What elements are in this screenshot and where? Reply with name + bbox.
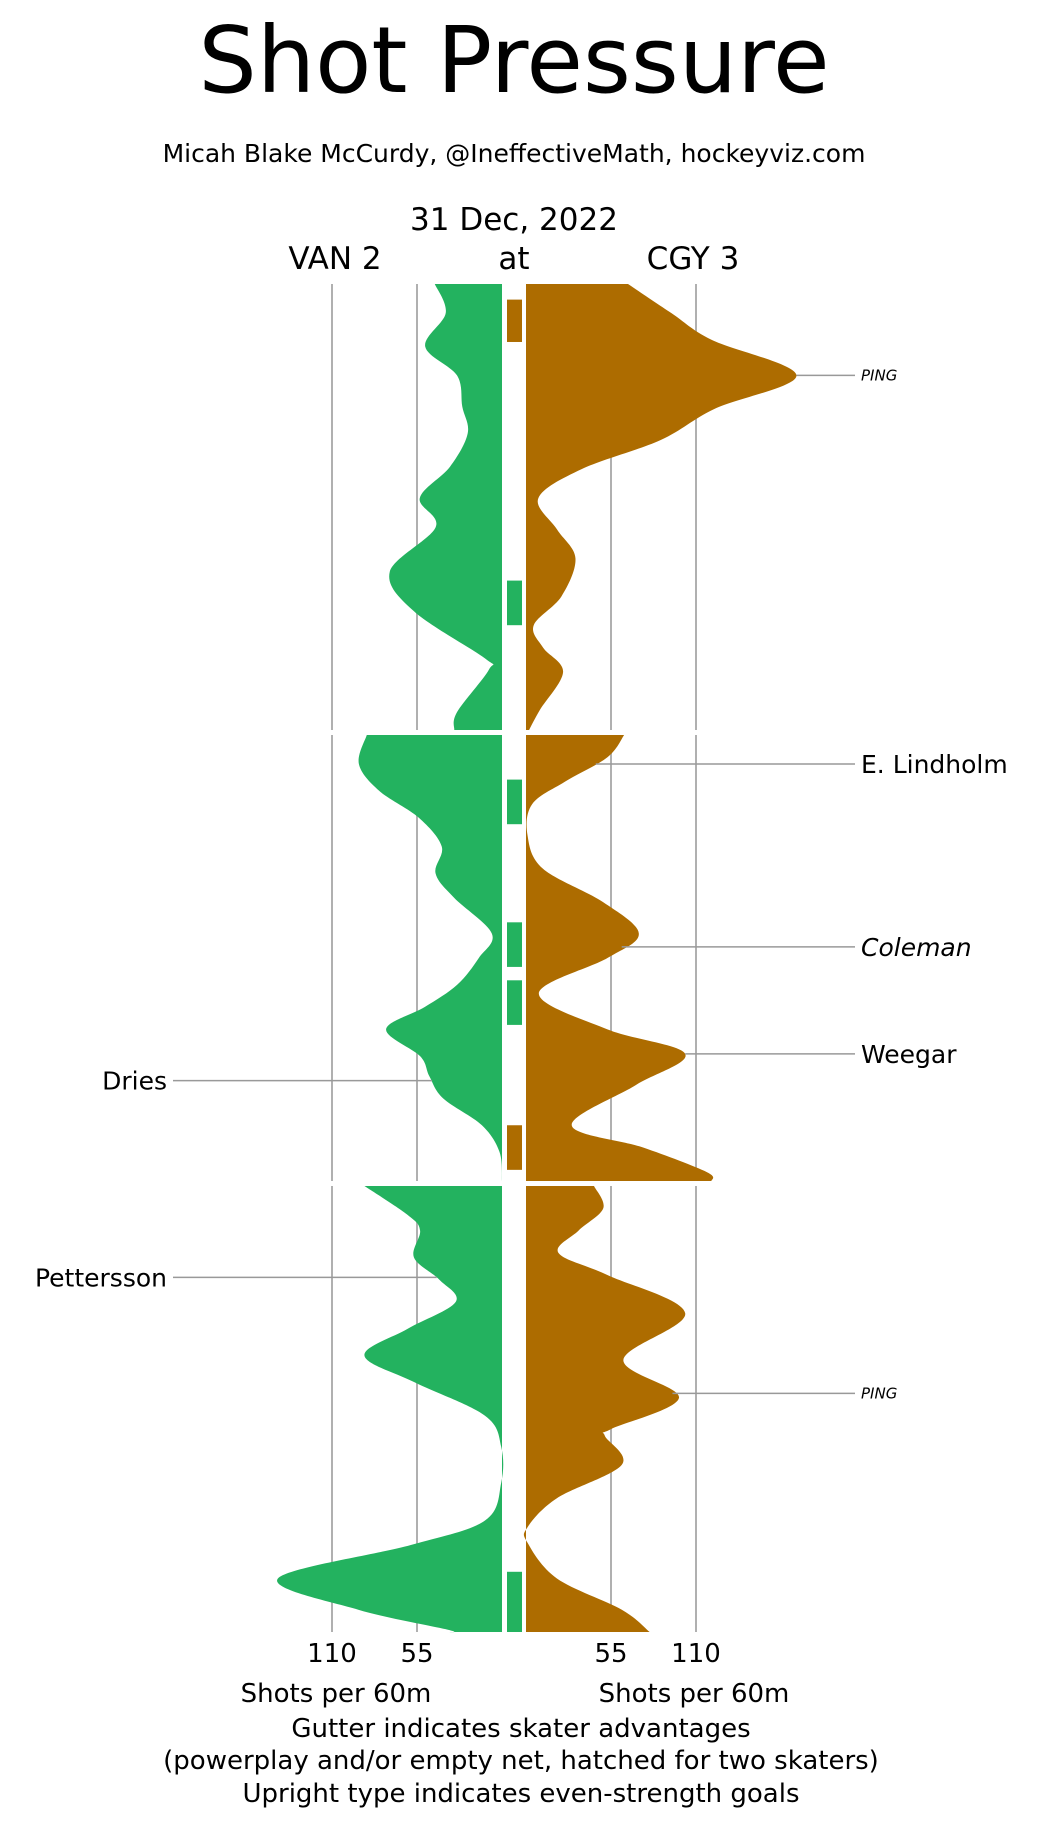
plot-area: PING E. Lindholm Coleman Weegar Dries Petters… bbox=[35, 284, 1008, 1633]
annotation-label-ping: PING bbox=[861, 366, 897, 384]
gutter-advantage-van bbox=[507, 980, 522, 1025]
annotation-label-coleman: Coleman bbox=[861, 933, 972, 962]
annotation-label-dries: Dries bbox=[102, 1067, 167, 1096]
x-axis-label-left: Shots per 60m bbox=[241, 1679, 432, 1709]
at-label: at bbox=[498, 241, 529, 277]
shot-density-cgy-period-2 bbox=[526, 735, 714, 1181]
shot-density-cgy-period-3 bbox=[523, 1186, 686, 1632]
annotation-label-e-lindholm: E. Lindholm bbox=[861, 750, 1008, 779]
chart-subtitle: Micah Blake McCurdy, @IneffectiveMath, h… bbox=[163, 139, 866, 168]
home-team-score: CGY 3 bbox=[647, 241, 740, 277]
gutter-advantage-cgy bbox=[507, 299, 522, 342]
away-team-score: VAN 2 bbox=[288, 241, 381, 277]
footnote-gutter: Gutter indicates skater advantages bbox=[291, 1714, 750, 1744]
tick-label-left-55: 55 bbox=[400, 1639, 433, 1669]
shot-density-van-period-2 bbox=[358, 735, 502, 1181]
annotation-label-pettersson: Pettersson bbox=[35, 1263, 167, 1292]
gutter-advantage-van bbox=[507, 779, 522, 825]
tick-label-right-110: 110 bbox=[671, 1639, 721, 1669]
gutter-advantage-van bbox=[507, 1571, 522, 1632]
shot-density-van-period-3 bbox=[277, 1186, 504, 1633]
annotation-label-weegar: Weegar bbox=[861, 1040, 957, 1069]
game-date: 31 Dec, 2022 bbox=[410, 202, 618, 238]
shot-density-cgy-period-1 bbox=[526, 284, 797, 730]
gutter-advantage-cgy bbox=[507, 1125, 522, 1170]
gutter-advantage-van bbox=[507, 922, 522, 967]
tick-label-left-110: 110 bbox=[307, 1639, 357, 1669]
x-axis-label-right: Shots per 60m bbox=[599, 1679, 790, 1709]
chart-title: Shot Pressure bbox=[198, 7, 829, 114]
footnote-powerplay: (powerplay and/or empty net, hatched for… bbox=[163, 1746, 879, 1776]
footnote-upright: Upright type indicates even-strength goa… bbox=[242, 1779, 799, 1809]
annotation-label-ping: PING bbox=[861, 1384, 897, 1402]
gutter-advantage-van bbox=[507, 580, 522, 626]
shot-density-van-period-1 bbox=[389, 284, 502, 730]
tick-label-right-55: 55 bbox=[594, 1639, 627, 1669]
